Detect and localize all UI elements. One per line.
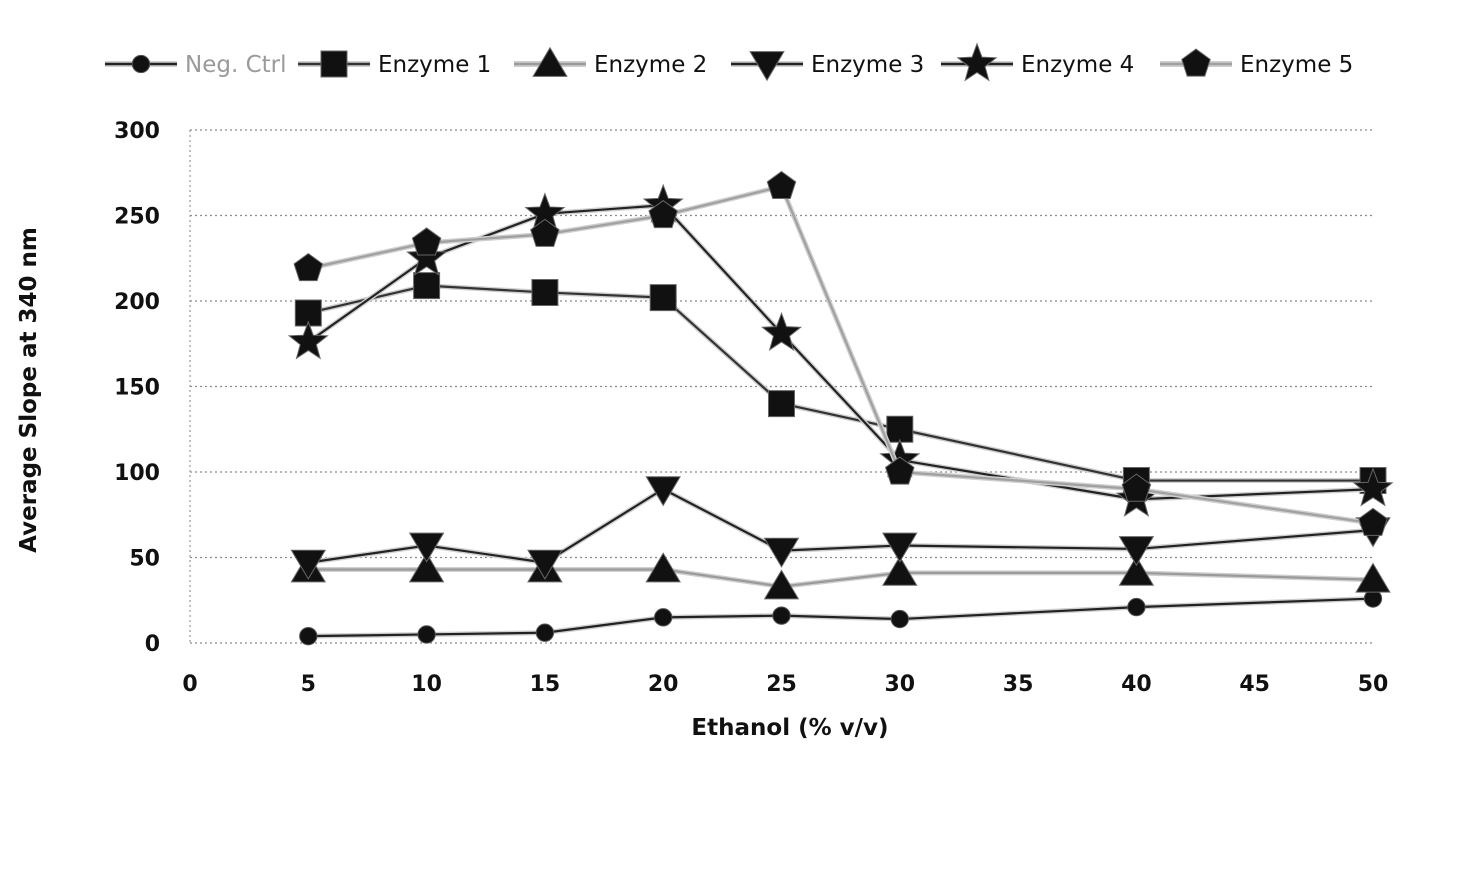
legend-label: Enzyme 5 bbox=[1240, 52, 1353, 78]
data-point-pentagon bbox=[1121, 473, 1152, 502]
data-point-triangle-down bbox=[290, 549, 327, 580]
data-point-triangle-down bbox=[763, 537, 800, 568]
data-point-circle bbox=[299, 626, 318, 646]
series-neg-ctrl bbox=[299, 589, 1383, 646]
data-point-triangle-down bbox=[527, 549, 563, 580]
data-point-triangle-down bbox=[645, 476, 681, 507]
legend-marker-circle bbox=[131, 54, 151, 74]
x-axis-title: Ethanol (% v/v) bbox=[691, 715, 888, 741]
data-point-pentagon bbox=[411, 227, 442, 256]
data-point-square bbox=[886, 415, 914, 443]
y-tick-label: 100 bbox=[114, 461, 160, 486]
series-enzyme-5 bbox=[293, 170, 1388, 536]
data-point-square bbox=[531, 278, 559, 306]
data-point-square bbox=[413, 272, 441, 300]
data-point-pentagon bbox=[293, 252, 324, 282]
data-point-star bbox=[760, 311, 803, 351]
x-tick-label: 25 bbox=[766, 672, 797, 697]
y-tick-label: 150 bbox=[114, 376, 160, 401]
x-tick-label: 10 bbox=[411, 672, 442, 697]
x-tick-label: 0 bbox=[182, 672, 197, 697]
legend-item-enzyme-1: Enzyme 1 bbox=[298, 50, 491, 78]
legend-label: Enzyme 3 bbox=[811, 52, 924, 78]
x-tick-label: 45 bbox=[1239, 672, 1270, 697]
legend-label: Neg. Ctrl bbox=[185, 52, 287, 78]
y-axis-title: Average Slope at 340 nm bbox=[16, 227, 42, 553]
x-tick-label: 5 bbox=[301, 672, 316, 697]
x-tick-label: 35 bbox=[1003, 672, 1034, 697]
data-point-star bbox=[287, 320, 329, 360]
data-point-triangle-down bbox=[1118, 536, 1155, 567]
data-point-circle bbox=[772, 606, 791, 625]
series-line bbox=[308, 185, 1374, 525]
legend-marker-square bbox=[320, 50, 348, 78]
x-tick-label: 40 bbox=[1121, 672, 1152, 697]
data-point-triangle-up bbox=[763, 569, 800, 600]
series-layer bbox=[287, 170, 1394, 646]
series-enzyme-4 bbox=[287, 183, 1394, 517]
data-point-square bbox=[768, 390, 795, 418]
series-line bbox=[308, 488, 1374, 564]
series-enzyme-2 bbox=[290, 552, 1391, 600]
data-point-circle bbox=[890, 609, 909, 629]
data-point-circle bbox=[654, 608, 673, 627]
x-tick-label: 15 bbox=[530, 672, 561, 697]
data-point-pentagon bbox=[884, 456, 915, 485]
data-point-triangle-down bbox=[408, 532, 445, 563]
data-point-triangle-up bbox=[1118, 555, 1155, 586]
y-tick-label: 0 bbox=[145, 632, 160, 657]
data-point-triangle-down bbox=[882, 532, 918, 563]
series-line-halo bbox=[308, 566, 1374, 590]
legend-item-enzyme-5: Enzyme 5 bbox=[1160, 48, 1353, 78]
data-point-triangle-up bbox=[1355, 562, 1391, 593]
legend-marker-triangle-up bbox=[532, 46, 568, 77]
data-point-square bbox=[649, 284, 677, 312]
y-tick-label: 300 bbox=[114, 119, 160, 144]
series-enzyme-3 bbox=[290, 476, 1391, 580]
data-point-star bbox=[1352, 467, 1394, 507]
axes: 0 50 100 150 200 250 300 0 5 10 15 20 25 30 35 40 45 50 bbox=[114, 119, 1388, 697]
legend-marker-star bbox=[956, 42, 998, 82]
y-tick-label: 250 bbox=[114, 205, 160, 230]
legend-marker-triangle-down bbox=[749, 51, 785, 82]
x-tick-label: 20 bbox=[648, 672, 679, 697]
series-line bbox=[308, 284, 1373, 482]
data-point-circle bbox=[535, 623, 555, 642]
x-tick-label: 30 bbox=[884, 672, 915, 697]
data-point-square bbox=[294, 299, 322, 327]
series-line-halo bbox=[306, 202, 1374, 502]
legend-item-enzyme-2: Enzyme 2 bbox=[514, 46, 707, 78]
data-point-pentagon bbox=[648, 199, 679, 229]
y-tick-label: 50 bbox=[129, 547, 160, 572]
data-point-pentagon bbox=[766, 170, 797, 200]
legend-item-neg-ctrl: Neg. Ctrl bbox=[105, 52, 287, 78]
legend-label: Enzyme 4 bbox=[1021, 52, 1134, 78]
legend-label: Enzyme 2 bbox=[594, 52, 707, 78]
legend-label: Enzyme 1 bbox=[378, 52, 491, 78]
legend-marker-pentagon bbox=[1181, 48, 1211, 77]
series-line bbox=[308, 597, 1374, 638]
series-line bbox=[308, 568, 1374, 588]
data-point-circle bbox=[1127, 597, 1146, 617]
series-line-halo bbox=[307, 183, 1374, 526]
data-point-pentagon bbox=[530, 218, 560, 247]
series-line-halo bbox=[307, 283, 1373, 484]
data-point-pentagon bbox=[1358, 507, 1388, 536]
legend-item-enzyme-3: Enzyme 3 bbox=[731, 51, 924, 82]
data-point-triangle-up bbox=[408, 552, 445, 583]
data-point-triangle-up bbox=[645, 552, 681, 583]
series-line bbox=[307, 204, 1374, 501]
data-point-circle bbox=[417, 625, 436, 644]
legend: Neg. Ctrl Enzyme 1 Enzyme 2 Enzyme 3 Enzyme … bbox=[105, 42, 1353, 82]
series-enzyme-1 bbox=[294, 272, 1387, 495]
data-point-triangle-up bbox=[882, 555, 918, 586]
y-tick-label: 200 bbox=[114, 290, 160, 315]
legend-item-enzyme-4: Enzyme 4 bbox=[941, 42, 1134, 82]
data-point-star bbox=[406, 236, 448, 276]
x-tick-label: 50 bbox=[1358, 672, 1389, 697]
